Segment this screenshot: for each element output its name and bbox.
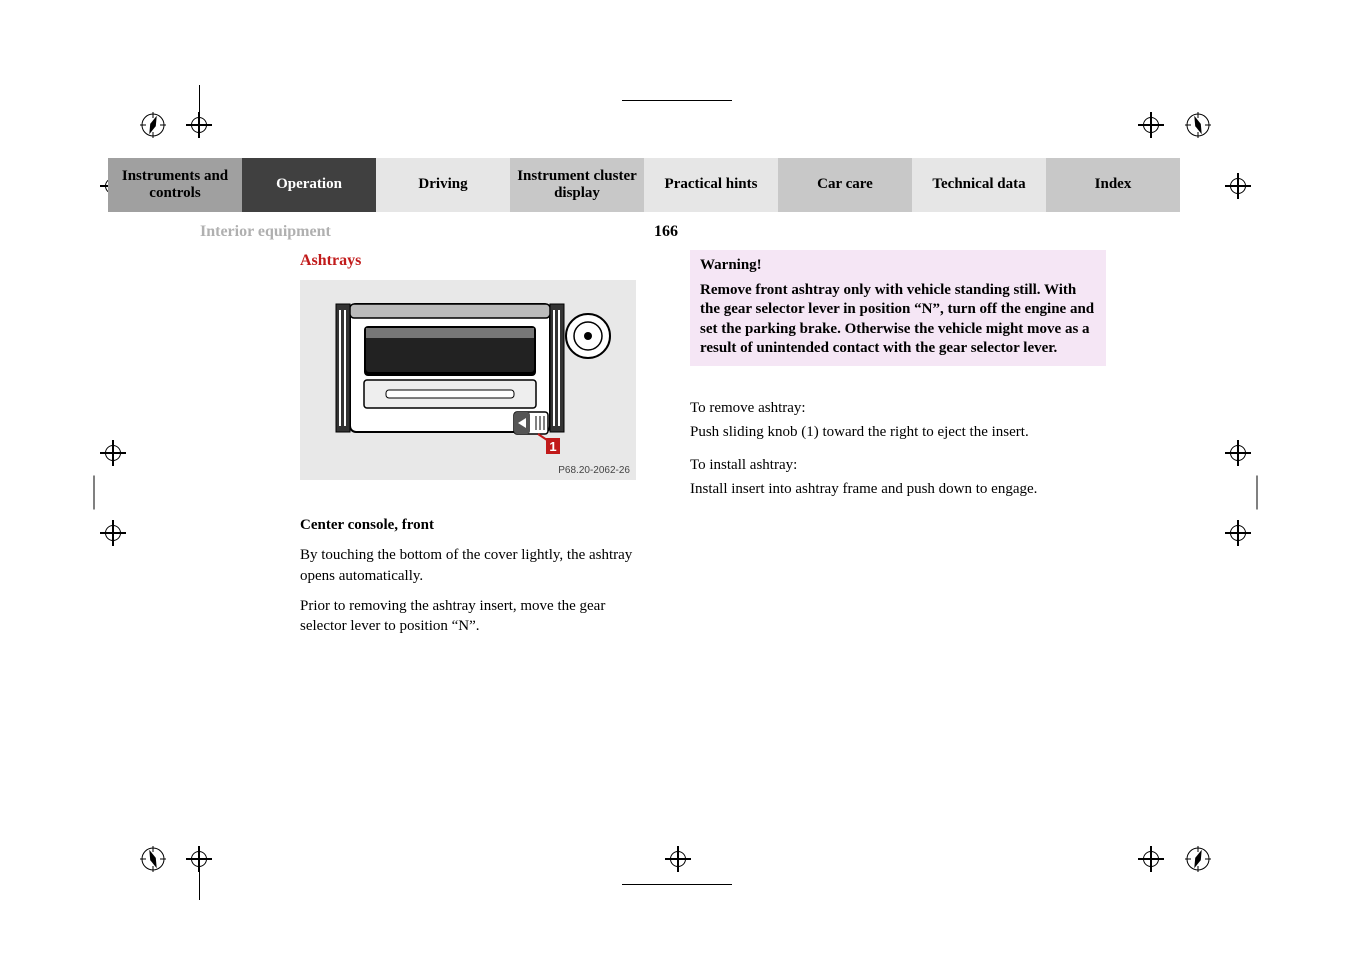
- left-para-2: Prior to removing the ashtray insert, mo…: [300, 596, 636, 637]
- tab-instrument-cluster-display[interactable]: Instrument cluster display: [510, 158, 644, 212]
- right-column: To remove ashtray: Push sliding knob (1)…: [690, 398, 1106, 503]
- figure-code: P68.20-2062-26: [558, 465, 630, 476]
- section-title: Interior equipment: [200, 223, 331, 241]
- right-p2: Push sliding knob (1) toward the right t…: [690, 422, 1106, 442]
- registration-mark-tl: [140, 112, 166, 138]
- right-p4: Install insert into ashtray frame and pu…: [690, 479, 1106, 499]
- fold-line-top: [199, 85, 200, 113]
- crosshair-bc: [665, 846, 691, 872]
- crop-rule-top: [622, 100, 732, 101]
- ashtray-illustration: 1: [300, 280, 636, 480]
- subheading-ashtrays: Ashtrays: [300, 252, 361, 270]
- right-p1: To remove ashtray:: [690, 398, 1106, 418]
- registration-mark-tr: [1185, 112, 1211, 138]
- left-heading: Center console, front: [300, 515, 636, 535]
- left-column: Center console, front By touching the bo…: [300, 515, 636, 646]
- tab-driving[interactable]: Driving: [376, 158, 510, 212]
- registration-mark-bl: [140, 846, 166, 872]
- crosshair-right-mid: [1225, 440, 1251, 466]
- tab-car-care[interactable]: Car care: [778, 158, 912, 212]
- left-para-1: By touching the bottom of the cover ligh…: [300, 545, 636, 586]
- crop-rule-right: [1257, 476, 1258, 510]
- crosshair-bl: [186, 846, 212, 872]
- crosshair-tr: [1138, 112, 1164, 138]
- tab-instruments-and-controls[interactable]: Instruments and controls: [108, 158, 242, 212]
- crosshair-left-lower: [100, 520, 126, 546]
- right-p3: To install ashtray:: [690, 455, 1106, 475]
- registration-mark-br: [1185, 846, 1211, 872]
- warning-body: Remove front ashtray only with vehicle s…: [700, 281, 1096, 358]
- ashtray-figure: 1 P68.20-2062-26: [300, 280, 636, 480]
- crosshair-left-mid: [100, 440, 126, 466]
- page-number: 166: [654, 223, 678, 241]
- fold-line-bottom: [199, 872, 200, 900]
- tab-technical-data[interactable]: Technical data: [912, 158, 1046, 212]
- warning-box: Warning! Remove front ashtray only with …: [690, 250, 1106, 366]
- crosshair-right-lower: [1225, 520, 1251, 546]
- crop-rule-bottom: [622, 884, 732, 885]
- crosshair-top: [186, 112, 212, 138]
- warning-title: Warning!: [700, 256, 1096, 275]
- manual-nav-tabs: Instruments and controls Operation Drivi…: [108, 158, 1180, 212]
- tab-index[interactable]: Index: [1046, 158, 1180, 212]
- crosshair-right-upper: [1225, 173, 1251, 199]
- crosshair-br2: [1138, 846, 1164, 872]
- crop-rule-left: [94, 476, 95, 510]
- tab-operation[interactable]: Operation: [242, 158, 376, 212]
- tab-practical-hints[interactable]: Practical hints: [644, 158, 778, 212]
